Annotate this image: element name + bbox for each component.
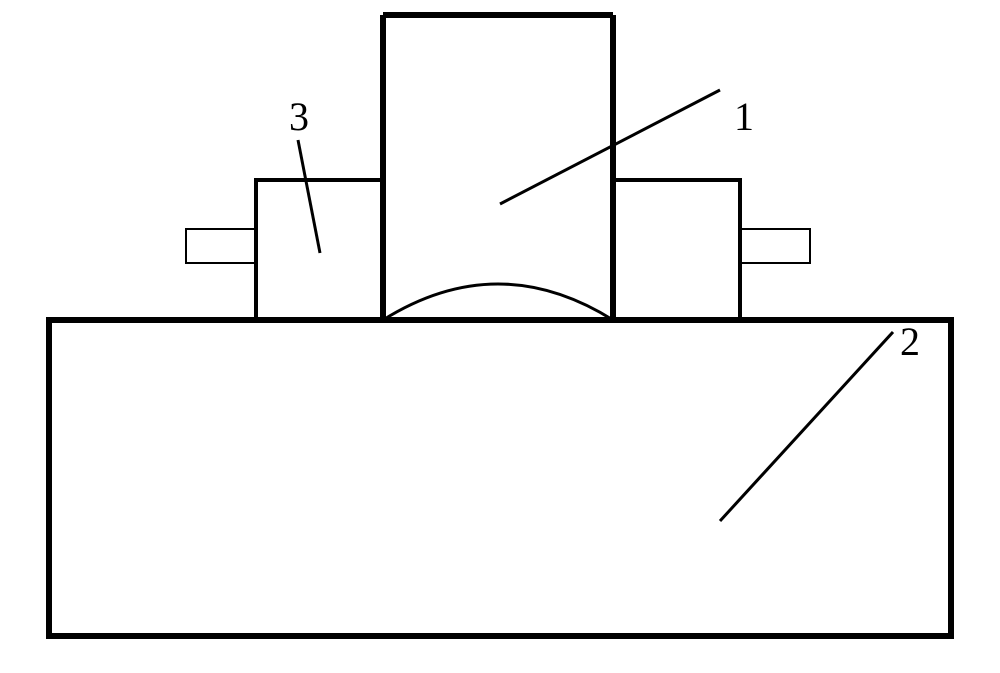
leader-2 <box>720 332 893 521</box>
base-rect <box>49 320 951 636</box>
label-3: 3 <box>289 94 309 139</box>
label-2: 2 <box>900 319 920 364</box>
right-side-block <box>613 180 740 320</box>
leader-3 <box>298 140 320 253</box>
left-peg <box>186 229 256 263</box>
diagram-canvas: 1 2 3 <box>0 0 1000 673</box>
center-column-bottom-arc <box>383 284 613 320</box>
right-peg <box>740 229 810 263</box>
label-1: 1 <box>734 94 754 139</box>
